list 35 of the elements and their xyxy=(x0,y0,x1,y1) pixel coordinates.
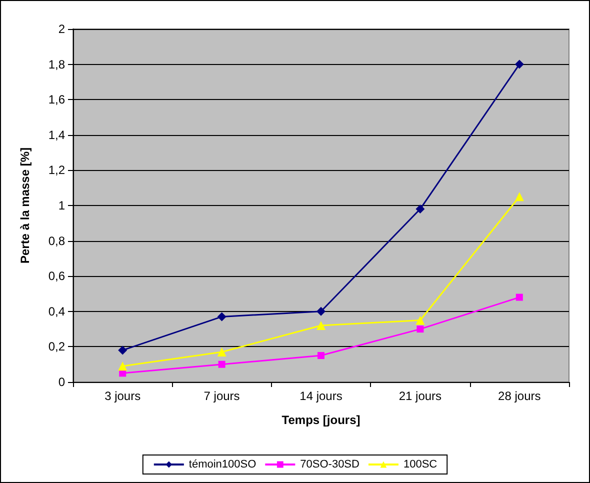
y-tick-label: 0,4 xyxy=(48,304,66,318)
y-tick-label: 1,8 xyxy=(48,57,66,72)
y-axis-title: Perte à la masse [%] xyxy=(18,147,32,264)
x-tick-label: 3 jours xyxy=(104,389,141,403)
x-tick-label: 21 jours xyxy=(398,389,442,403)
point xyxy=(318,352,324,360)
y-tick-label: 1 xyxy=(58,198,66,212)
point xyxy=(217,312,226,322)
legend-label: 70SO-30SD xyxy=(300,458,360,470)
y-tick-label: 1,6 xyxy=(48,92,66,107)
point xyxy=(316,306,326,316)
x-tick-label: 7 jours xyxy=(204,389,240,403)
point xyxy=(416,316,425,325)
point xyxy=(118,346,128,355)
x-axis-title: Temps [jours] xyxy=(282,413,360,427)
y-tick-label: 1,4 xyxy=(48,128,66,142)
point xyxy=(516,294,523,301)
legend-label: témoin100SO xyxy=(188,458,257,470)
x-tick-label: 28 jours xyxy=(498,389,541,403)
y-tick-label: 1,2 xyxy=(48,163,66,178)
x-tick-label: 14 jours xyxy=(300,389,342,403)
y-tick-label: 0,6 xyxy=(48,269,66,284)
legend-label: 100SC xyxy=(403,458,438,470)
point xyxy=(218,360,226,368)
point xyxy=(416,326,424,333)
point xyxy=(514,60,524,69)
y-tick-label: 2 xyxy=(58,22,66,36)
point xyxy=(217,347,226,356)
point xyxy=(118,362,128,371)
y-tick-label: 0,8 xyxy=(48,234,66,248)
point xyxy=(416,204,425,214)
y-tick-label: 0,2 xyxy=(48,340,66,354)
y-tick-label: 0 xyxy=(58,375,66,389)
point xyxy=(316,321,326,330)
point xyxy=(514,192,524,202)
